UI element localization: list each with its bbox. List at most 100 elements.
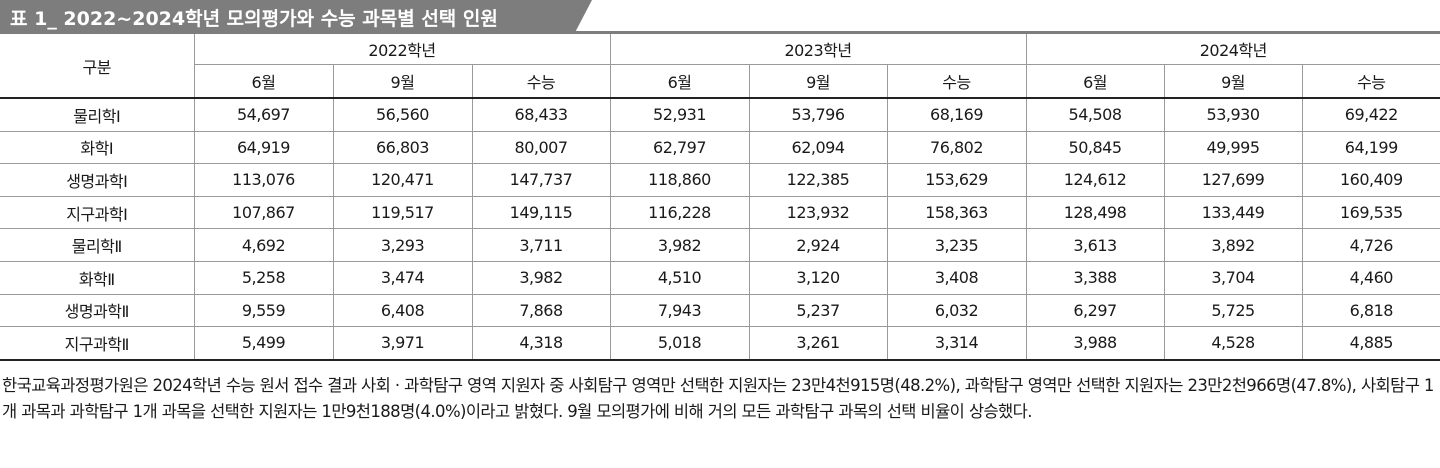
value-cell: 53,796 (749, 98, 888, 132)
value-cell: 2,924 (749, 228, 888, 262)
value-cell: 66,803 (333, 131, 473, 165)
subject-cell: 화학Ⅱ (0, 261, 195, 295)
subject-cell: 화학Ⅰ (0, 131, 195, 165)
subject-cell: 물리학Ⅱ (0, 228, 195, 262)
value-cell: 3,613 (1026, 228, 1165, 262)
value-cell: 113,076 (194, 163, 334, 197)
value-cell: 160,409 (1302, 163, 1440, 197)
value-cell: 133,449 (1164, 196, 1303, 230)
value-cell: 4,460 (1302, 261, 1440, 295)
value-cell: 158,363 (887, 196, 1027, 230)
value-cell: 116,228 (610, 196, 750, 230)
value-cell: 3,293 (333, 228, 473, 262)
value-cell: 6,408 (333, 294, 473, 328)
value-cell: 50,845 (1026, 131, 1165, 165)
exam-header: 수능 (1302, 64, 1440, 98)
value-cell: 3,982 (472, 261, 611, 295)
value-cell: 169,535 (1302, 196, 1440, 230)
table-row: 물리학Ⅱ 4,692 3,293 3,711 3,982 2,924 3,235 3,613 3… (0, 228, 1440, 262)
value-cell: 3,235 (887, 228, 1027, 262)
value-cell: 6,032 (887, 294, 1027, 328)
value-cell: 5,725 (1164, 294, 1303, 328)
exam-header-row: 6월 9월 수능 6월 9월 수능 6월 9월 수능 (0, 64, 1440, 98)
corner-header: 구분 (0, 34, 195, 98)
table-title-bar: 표 1_ 2022~2024학년 모의평가와 수능 과목별 선택 인원 (0, 0, 1440, 34)
table-row: 생명과학Ⅱ 9,559 6,408 7,868 7,943 5,237 6,032 6,297… (0, 294, 1440, 328)
subject-cell: 생명과학Ⅱ (0, 294, 195, 328)
value-cell: 120,471 (333, 163, 473, 197)
value-cell: 127,699 (1164, 163, 1303, 197)
table-row: 화학Ⅰ 64,919 66,803 80,007 62,797 62,094 76,802 5… (0, 131, 1440, 165)
year-header-2022: 2022학년 (194, 34, 611, 65)
value-cell: 69,422 (1302, 98, 1440, 132)
enrollment-table: 구분 2022학년 2023학년 2024학년 6월 9월 수능 6월 9월 수능 6월 9월… (0, 34, 1440, 361)
value-cell: 4,318 (472, 326, 611, 361)
subject-cell: 지구과학Ⅱ (0, 326, 195, 361)
year-header-2023: 2023학년 (610, 34, 1027, 65)
exam-header: 수능 (472, 64, 611, 98)
table-row: 지구과학Ⅱ 5,499 3,971 4,318 5,018 3,261 3,314 3,988… (0, 326, 1440, 361)
exam-header: 6월 (1026, 64, 1165, 98)
value-cell: 5,258 (194, 261, 334, 295)
value-cell: 3,971 (333, 326, 473, 361)
value-cell: 3,988 (1026, 326, 1165, 361)
value-cell: 4,510 (610, 261, 750, 295)
table-row: 물리학Ⅰ 54,697 56,560 68,433 52,931 53,796 68,169… (0, 98, 1440, 132)
value-cell: 5,499 (194, 326, 334, 361)
value-cell: 68,433 (472, 98, 611, 132)
exam-header: 수능 (887, 64, 1027, 98)
title-tab-background (0, 0, 592, 34)
subject-cell: 물리학Ⅰ (0, 98, 195, 132)
value-cell: 62,094 (749, 131, 888, 165)
value-cell: 9,559 (194, 294, 334, 328)
value-cell: 64,199 (1302, 131, 1440, 165)
value-cell: 3,711 (472, 228, 611, 262)
value-cell: 3,314 (887, 326, 1027, 361)
value-cell: 5,018 (610, 326, 750, 361)
value-cell: 122,385 (749, 163, 888, 197)
value-cell: 3,120 (749, 261, 888, 295)
value-cell: 80,007 (472, 131, 611, 165)
value-cell: 4,692 (194, 228, 334, 262)
value-cell: 53,930 (1164, 98, 1303, 132)
value-cell: 3,261 (749, 326, 888, 361)
value-cell: 4,885 (1302, 326, 1440, 361)
value-cell: 119,517 (333, 196, 473, 230)
year-header-2024: 2024학년 (1026, 34, 1440, 65)
subject-cell: 생명과학Ⅰ (0, 163, 195, 197)
exam-header: 9월 (749, 64, 888, 98)
value-cell: 149,115 (472, 196, 611, 230)
value-cell: 7,943 (610, 294, 750, 328)
table-row: 생명과학Ⅰ 113,076 120,471 147,737 118,860 122,385… (0, 163, 1440, 197)
value-cell: 3,474 (333, 261, 473, 295)
exam-header: 6월 (194, 64, 334, 98)
value-cell: 52,931 (610, 98, 750, 132)
value-cell: 153,629 (887, 163, 1027, 197)
exam-header: 6월 (610, 64, 750, 98)
value-cell: 5,237 (749, 294, 888, 328)
value-cell: 3,388 (1026, 261, 1165, 295)
table-body: 물리학Ⅰ 54,697 56,560 68,433 52,931 53,796 68,169… (0, 98, 1440, 361)
value-cell: 7,868 (472, 294, 611, 328)
value-cell: 118,860 (610, 163, 750, 197)
value-cell: 54,508 (1026, 98, 1165, 132)
value-cell: 76,802 (887, 131, 1027, 165)
value-cell: 68,169 (887, 98, 1027, 132)
value-cell: 49,995 (1164, 131, 1303, 165)
value-cell: 4,528 (1164, 326, 1303, 361)
value-cell: 3,704 (1164, 261, 1303, 295)
value-cell: 62,797 (610, 131, 750, 165)
table-row: 화학Ⅱ 5,258 3,474 3,982 4,510 3,120 3,408 3,388 3,… (0, 261, 1440, 295)
footnote-text: 한국교육과정평가원은 2024학년 수능 원서 접수 결과 사회 · 과학탐구 … (2, 375, 1434, 421)
value-cell: 3,982 (610, 228, 750, 262)
exam-header: 9월 (333, 64, 473, 98)
value-cell: 124,612 (1026, 163, 1165, 197)
exam-header: 9월 (1164, 64, 1303, 98)
value-cell: 3,408 (887, 261, 1027, 295)
value-cell: 128,498 (1026, 196, 1165, 230)
title-underline (0, 31, 1440, 34)
value-cell: 3,892 (1164, 228, 1303, 262)
value-cell: 54,697 (194, 98, 334, 132)
table-title: 표 1_ 2022~2024학년 모의평가와 수능 과목별 선택 인원 (10, 8, 498, 30)
value-cell: 147,737 (472, 163, 611, 197)
